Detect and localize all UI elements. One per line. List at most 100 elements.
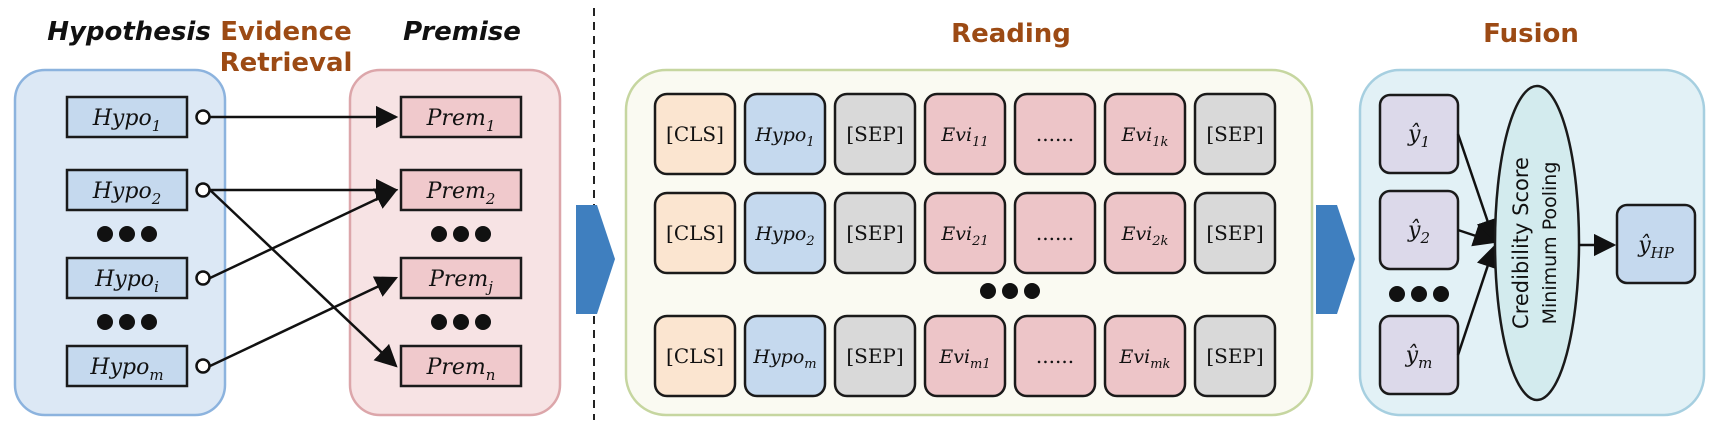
cls-token xyxy=(653,92,737,176)
evidence-token-last xyxy=(1103,92,1187,176)
premise-j-subscript: j xyxy=(485,278,493,296)
svg-text:Hypom: Hypom xyxy=(89,355,163,384)
cls-token-label: [CLS] xyxy=(666,221,724,245)
evidence-token-subscript: 21 xyxy=(971,234,989,249)
output-label: ŷ xyxy=(1637,233,1651,258)
retrieval-arrow-tails xyxy=(195,109,211,374)
hypothesis-token-subscript: m xyxy=(804,357,816,372)
svg-text:Hypoi: Hypoi xyxy=(94,267,159,296)
reading-row-ellipsis xyxy=(980,283,1040,299)
evidence-token xyxy=(923,92,1007,176)
evidence-token-last xyxy=(1103,314,1187,398)
minimum-pooling-node xyxy=(1493,84,1581,402)
svg-text:Evim1: Evim1 xyxy=(938,346,990,372)
svg-text:Evimk: Evimk xyxy=(1119,346,1171,372)
evidence-token-last-subscript: mk xyxy=(1150,357,1170,372)
premise-box-2: Prem2 xyxy=(399,168,523,212)
premise-n-label: Prem xyxy=(426,355,486,380)
evidence-token xyxy=(923,191,1007,275)
svg-text:Hypom: Hypom xyxy=(752,346,816,372)
hypothesis-ellipsis xyxy=(97,226,157,242)
hypothesis-token-label: Hypo xyxy=(754,124,806,146)
credibility-score-label: Credibility Score xyxy=(1509,157,1533,329)
cls-token-label: [CLS] xyxy=(666,344,724,368)
evidence-ellipsis-label: ...... xyxy=(1036,122,1074,146)
premise-2-subscript: 2 xyxy=(485,190,496,208)
evidence-retrieval-title-line1: Evidence xyxy=(220,17,351,47)
evidence-ellipsis-token xyxy=(1013,314,1097,398)
sep-token xyxy=(833,191,917,275)
hypothesis-title: Hypothesis xyxy=(47,17,211,47)
evidence-retrieval-title-line2: Retrieval xyxy=(220,48,353,78)
prediction-ellipsis xyxy=(1389,286,1449,302)
sep-token-end xyxy=(1193,191,1277,275)
svg-text:Evi2k: Evi2k xyxy=(1121,223,1169,249)
svg-text:ŷm: ŷm xyxy=(1405,343,1433,372)
evidence-ellipsis-label: ...... xyxy=(1036,344,1074,368)
hypothesis-ellipsis-2 xyxy=(97,314,157,330)
flow-arrow-to-fusion xyxy=(1316,205,1355,314)
evidence-token-last-subscript: 2k xyxy=(1151,234,1168,249)
hypothesis-2-label: Hypo xyxy=(92,179,152,204)
premise-ellipsis xyxy=(431,226,491,242)
evidence-token-subscript: 11 xyxy=(972,135,989,150)
svg-text:Hypo1: Hypo1 xyxy=(754,124,814,150)
svg-text:Premn: Premn xyxy=(426,355,496,384)
hypothesis-i-label: Hypo xyxy=(94,267,154,292)
sep-token-label: [SEP] xyxy=(846,122,903,146)
sep-token xyxy=(833,92,917,176)
hypothesis-i-subscript: i xyxy=(154,278,159,296)
evidence-token-last-label: Evi xyxy=(1121,223,1153,245)
reading-row-1: [CLS] Hypo1 [SEP] Evi11 ...... Evi1k [SE… xyxy=(653,92,1277,176)
sep-token-label: [SEP] xyxy=(846,221,903,245)
premise-1-label: Prem xyxy=(426,106,486,131)
svg-text:ŷHP: ŷHP xyxy=(1637,233,1675,262)
output-subscript: HP xyxy=(1650,244,1675,262)
reading-row-m: [CLS] Hypom [SEP] Evim1 ...... Evimk [SE… xyxy=(653,314,1277,398)
evidence-ellipsis-label: ...... xyxy=(1036,221,1074,245)
hypothesis-box-2: Hypo2 xyxy=(65,168,189,212)
svg-text:Prem1: Prem1 xyxy=(426,106,496,135)
evidence-token xyxy=(923,314,1007,398)
flow-arrow-to-reading xyxy=(576,205,615,314)
evidence-token-last-label: Evi xyxy=(1119,346,1151,368)
prediction-2-label: ŷ xyxy=(1407,218,1421,243)
hypothesis-token-subscript: 1 xyxy=(806,135,814,150)
pooling-input-arrows xyxy=(1456,133,1499,356)
premise-j-label: Prem xyxy=(428,267,488,292)
hypothesis-m-label: Hypo xyxy=(89,355,149,380)
arrow-hypoi-prem2 xyxy=(209,188,399,280)
cls-token xyxy=(653,314,737,398)
premise-box-n: Premn xyxy=(399,344,523,388)
svg-text:Hypo2: Hypo2 xyxy=(92,179,162,208)
sep-token-label: [SEP] xyxy=(846,344,903,368)
svg-text:Hypo1: Hypo1 xyxy=(92,106,162,135)
svg-text:ŷ1: ŷ1 xyxy=(1407,122,1430,151)
hypothesis-1-label: Hypo xyxy=(92,106,152,131)
evidence-ellipsis-token xyxy=(1013,92,1097,176)
evidence-token-last-subscript: 1k xyxy=(1152,135,1168,150)
premise-box-j: Premj xyxy=(399,256,523,300)
evidence-token-subscript: m1 xyxy=(970,357,991,372)
evidence-token-last-label: Evi xyxy=(1121,124,1153,146)
hypothesis-m-subscript: m xyxy=(149,366,163,384)
cls-token-label: [CLS] xyxy=(666,122,724,146)
svg-text:Hypo2: Hypo2 xyxy=(754,223,814,249)
premise-ellipsis-2 xyxy=(431,314,491,330)
sep-token-end xyxy=(1193,92,1277,176)
hypothesis-token-subscript: 2 xyxy=(805,234,814,249)
premise-n-subscript: n xyxy=(486,366,496,384)
hypothesis-box-m: Hypom xyxy=(65,344,189,388)
hypothesis-token-label: Hypo xyxy=(752,346,804,368)
reading-row-2: [CLS] Hypo2 [SEP] Evi21 ...... Evi2k [SE… xyxy=(653,191,1277,275)
prediction-1-label: ŷ xyxy=(1407,122,1421,147)
evidence-token-label: Evi xyxy=(940,124,972,146)
prediction-2-subscript: 2 xyxy=(1419,229,1430,247)
sep-token-end-label: [SEP] xyxy=(1206,122,1263,146)
evidence-token-label: Evi xyxy=(938,346,970,368)
hypothesis-token xyxy=(743,191,827,275)
hypothesis-2-subscript: 2 xyxy=(151,190,162,208)
evidence-ellipsis-token xyxy=(1013,191,1097,275)
